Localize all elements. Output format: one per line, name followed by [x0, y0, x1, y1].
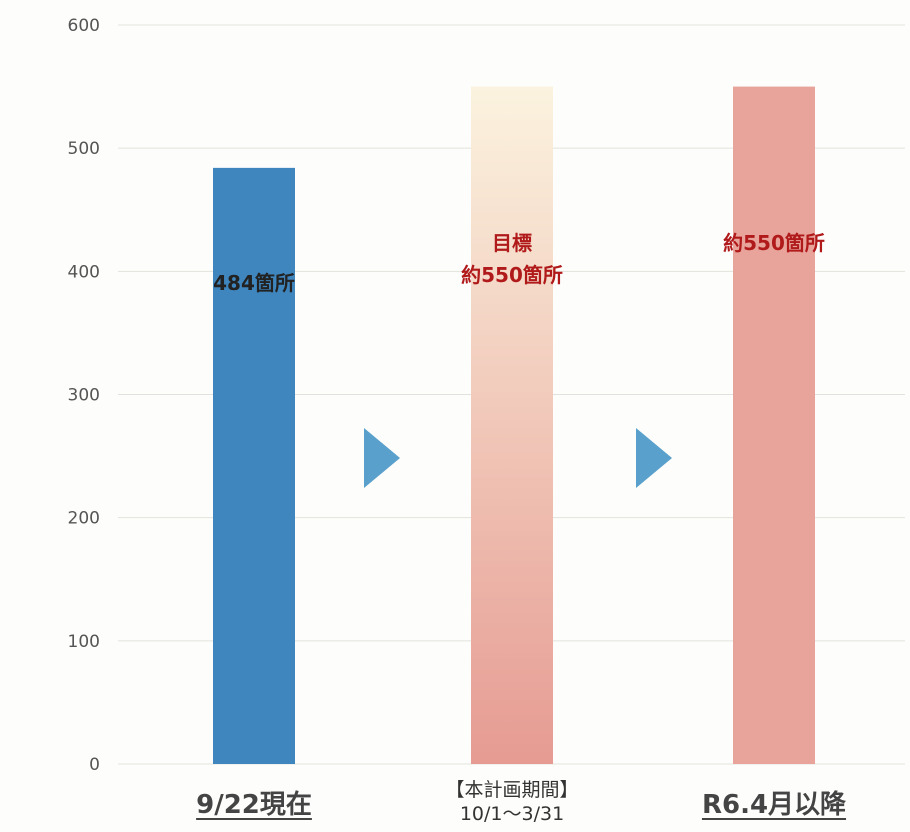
data-label: 484箇所	[213, 271, 295, 295]
data-label: 約550箇所	[723, 231, 825, 255]
bar	[733, 86, 815, 765]
y-tick-label: 0	[89, 755, 100, 775]
x-category-sublabel: 10/1～3/31	[459, 803, 565, 825]
arrow-right-icon	[636, 428, 672, 488]
y-tick-label: 100	[68, 632, 100, 652]
x-category-text: 9/22現在	[196, 790, 312, 820]
y-tick-label: 200	[68, 509, 100, 529]
y-tick-label: 400	[68, 262, 100, 282]
y-tick-label: 500	[68, 139, 100, 159]
y-axis: 0 100 200 300 400 500 600	[68, 16, 100, 775]
x-category-label: 【本計画期間】 10/1～3/31	[372, 778, 652, 826]
x-category-text: R6.4月以降	[701, 790, 847, 820]
bars	[213, 86, 815, 765]
y-tick-label: 600	[68, 16, 100, 36]
arrows	[364, 428, 672, 488]
x-category-label: R6.4月以降	[634, 784, 910, 821]
bar	[471, 86, 553, 765]
arrow-right-icon	[364, 428, 400, 488]
x-category-text: 【本計画期間】	[445, 779, 579, 801]
data-label: 目標	[492, 231, 532, 255]
data-label: 約550箇所	[461, 263, 563, 287]
x-category-label: 9/22現在	[114, 784, 394, 821]
y-tick-label: 300	[68, 386, 100, 406]
bar	[213, 167, 295, 764]
